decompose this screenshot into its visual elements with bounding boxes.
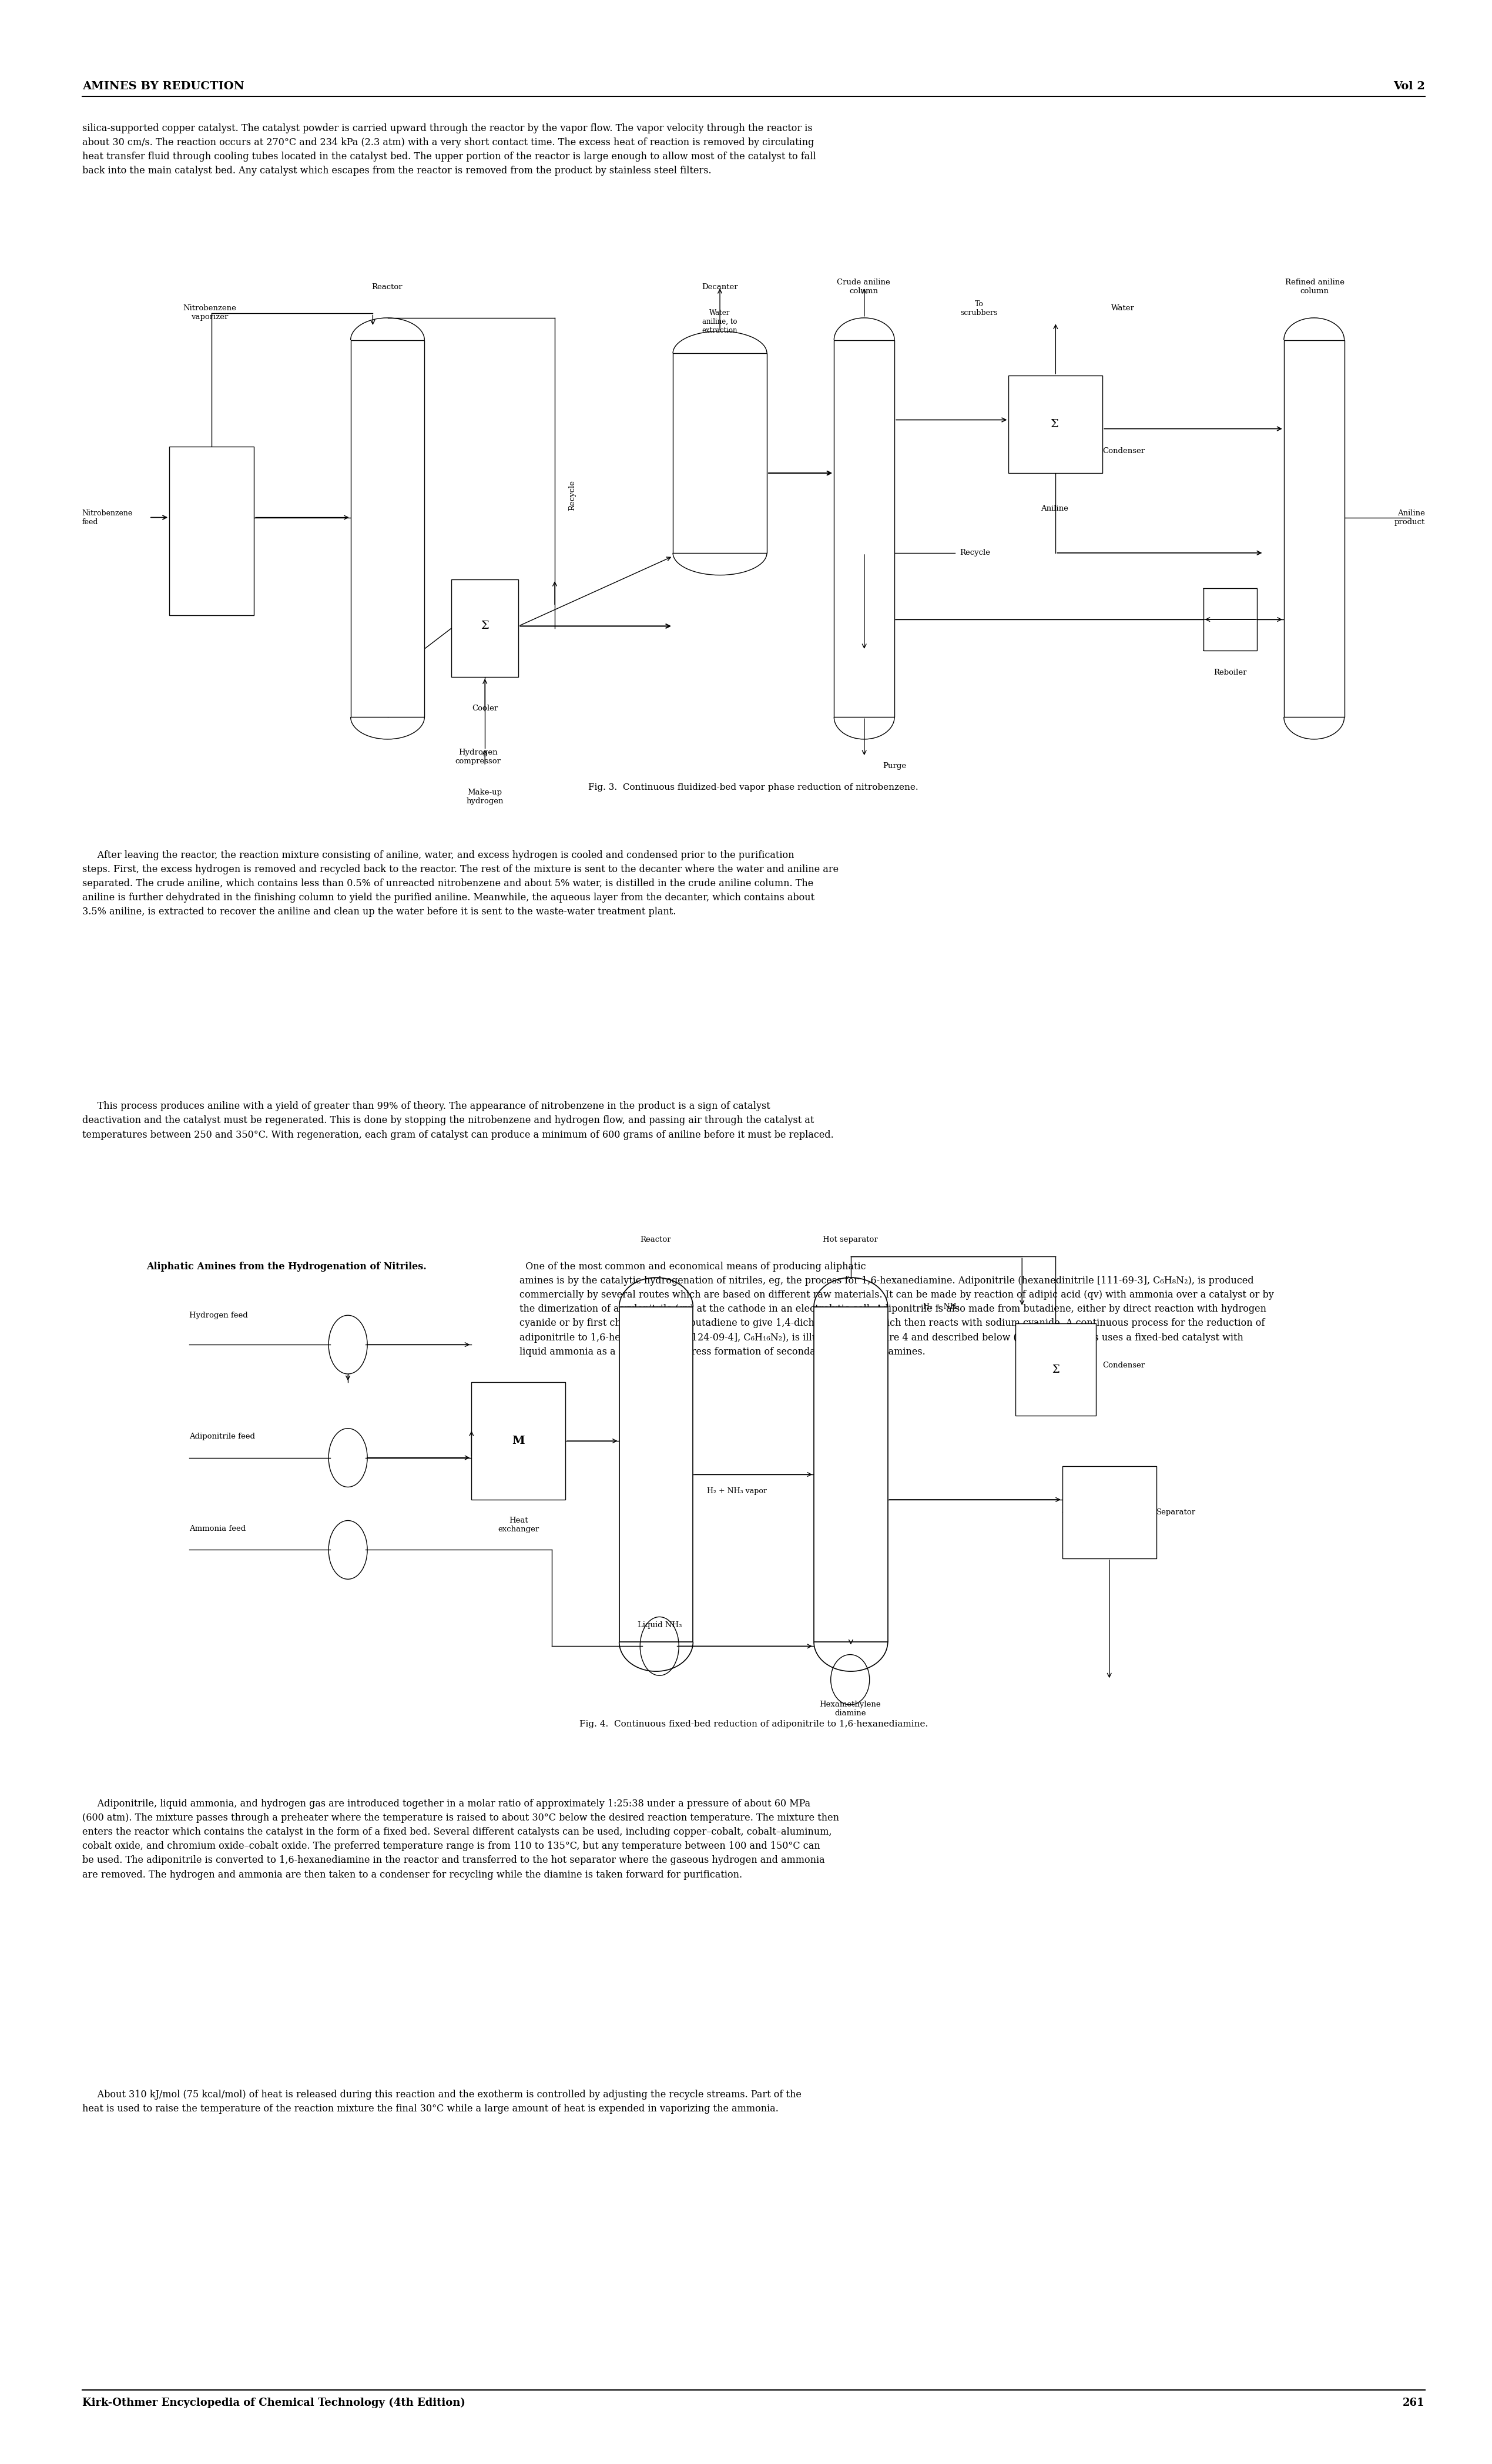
Text: Adiponitrile feed: Adiponitrile feed <box>189 1434 255 1441</box>
Text: H₂ + NH₃: H₂ + NH₃ <box>924 1303 959 1311</box>
Text: Condenser: Condenser <box>1103 1363 1144 1370</box>
Text: Hexamethylene
diamine: Hexamethylene diamine <box>819 1700 880 1717</box>
Text: Crude aniline
column: Crude aniline column <box>837 278 891 296</box>
Text: Purge: Purge <box>883 761 906 769</box>
Bar <box>1283 340 1344 717</box>
Text: Vol 2: Vol 2 <box>1394 81 1425 91</box>
Text: Hot separator: Hot separator <box>822 1237 877 1244</box>
Text: This process produces aniline with a yield of greater than 99% of theory. The ap: This process produces aniline with a yie… <box>82 1101 834 1141</box>
Text: Hydrogen
compressor: Hydrogen compressor <box>455 749 501 766</box>
Bar <box>351 340 424 717</box>
Text: Σ: Σ <box>480 621 489 631</box>
Text: To
scrubbers: To scrubbers <box>961 301 998 315</box>
Bar <box>451 579 519 678</box>
Text: Nitrobenzene
vaporizer: Nitrobenzene vaporizer <box>184 306 236 320</box>
Bar <box>1203 589 1256 650</box>
Text: Nitrobenzene
feed: Nitrobenzene feed <box>82 510 133 525</box>
Bar <box>673 352 767 552</box>
Text: AMINES BY REDUCTION: AMINES BY REDUCTION <box>82 81 245 91</box>
Text: Fig. 3.  Continuous fluidized-bed vapor phase reduction of nitrobenzene.: Fig. 3. Continuous fluidized-bed vapor p… <box>588 784 919 791</box>
Text: One of the most common and economical means of producing aliphatic
amines is by : One of the most common and economical me… <box>519 1262 1274 1358</box>
Text: Recycle: Recycle <box>959 549 991 557</box>
Text: Σ: Σ <box>1050 419 1058 429</box>
Text: Aniline: Aniline <box>1040 505 1068 513</box>
Text: Aniline
product: Aniline product <box>1394 510 1425 525</box>
Bar <box>834 340 895 717</box>
Bar <box>1015 1323 1095 1417</box>
Text: Ammonia feed: Ammonia feed <box>189 1525 246 1533</box>
Text: Decanter: Decanter <box>701 283 739 291</box>
Bar <box>815 1306 888 1641</box>
Text: Hydrogen feed: Hydrogen feed <box>189 1311 248 1318</box>
Text: Reactor: Reactor <box>640 1237 671 1244</box>
Text: 261: 261 <box>1402 2397 1425 2407</box>
Text: Reboiler: Reboiler <box>1213 668 1247 678</box>
Text: Reactor: Reactor <box>372 283 403 291</box>
Text: Cooler: Cooler <box>471 705 498 712</box>
Text: Σ: Σ <box>1052 1365 1059 1375</box>
Text: Separator: Separator <box>1156 1508 1195 1515</box>
Text: Kirk-Othmer Encyclopedia of Chemical Technology (4th Edition): Kirk-Othmer Encyclopedia of Chemical Tec… <box>82 2397 466 2407</box>
Text: Make-up
hydrogen: Make-up hydrogen <box>466 788 504 806</box>
Bar <box>169 446 254 616</box>
Bar <box>1009 375 1103 473</box>
Text: Heat
exchanger: Heat exchanger <box>498 1515 539 1533</box>
Text: Aliphatic Amines from the Hydrogenation of Nitriles.: Aliphatic Amines from the Hydrogenation … <box>146 1262 427 1271</box>
Text: Water
aniline, to
extraction: Water aniline, to extraction <box>703 308 737 335</box>
Text: Water: Water <box>1112 306 1134 313</box>
Text: Fig. 4.  Continuous fixed-bed reduction of adiponitrile to 1,6-hexanediamine.: Fig. 4. Continuous fixed-bed reduction o… <box>579 1720 928 1727</box>
Text: Recycle: Recycle <box>568 480 576 510</box>
Bar <box>471 1382 565 1501</box>
Bar <box>1062 1466 1156 1557</box>
Text: Condenser: Condenser <box>1103 446 1144 456</box>
Bar <box>619 1306 692 1641</box>
Text: Refined aniline
column: Refined aniline column <box>1285 278 1344 296</box>
Text: About 310 kJ/mol (75 kcal/mol) of heat is released during this reaction and the : About 310 kJ/mol (75 kcal/mol) of heat i… <box>82 2089 801 2114</box>
Text: H₂ + NH₃ vapor: H₂ + NH₃ vapor <box>707 1488 767 1496</box>
Text: M: M <box>512 1437 525 1446</box>
Text: Liquid NH₃: Liquid NH₃ <box>637 1621 682 1629</box>
Text: After leaving the reactor, the reaction mixture consisting of aniline, water, an: After leaving the reactor, the reaction … <box>82 850 839 917</box>
Text: silica-supported copper catalyst. The catalyst powder is carried upward through : silica-supported copper catalyst. The ca… <box>82 123 816 175</box>
Text: Adiponitrile, liquid ammonia, and hydrogen gas are introduced together in a mola: Adiponitrile, liquid ammonia, and hydrog… <box>82 1799 839 1880</box>
